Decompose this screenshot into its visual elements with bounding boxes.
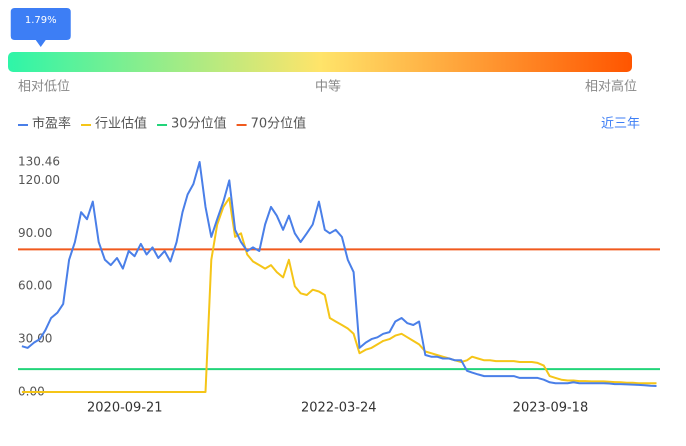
legend-label: 行业估值 (95, 116, 147, 132)
y-tick-label: 60.00 (18, 279, 52, 293)
y-tick-label: 90.00 (18, 226, 52, 240)
x-tick-label: 2022-03-24 (301, 401, 377, 416)
percentile-bar (8, 52, 632, 72)
series-line (21, 197, 657, 393)
x-tick-label: 2020-09-21 (87, 401, 163, 416)
mid-label: 中等 (315, 79, 341, 95)
range-selector[interactable]: 近三年 (601, 117, 640, 132)
series-line (21, 161, 657, 387)
legend-label: 市盈率 (32, 116, 71, 132)
legend-label: 30分位值 (171, 116, 227, 132)
marker-label: 1.79% (25, 15, 57, 26)
y-tick-label: 30.00 (18, 332, 52, 346)
y-tick-label: 120.00 (18, 173, 60, 187)
marker-bubble (10, 8, 71, 47)
low-label: 相对低位 (18, 80, 70, 95)
legend-label: 70分位值 (251, 116, 307, 132)
y-tick-label: 130.46 (18, 155, 60, 169)
high-label: 相对高位 (585, 79, 637, 95)
x-tick-label: 2023-09-18 (513, 401, 589, 416)
